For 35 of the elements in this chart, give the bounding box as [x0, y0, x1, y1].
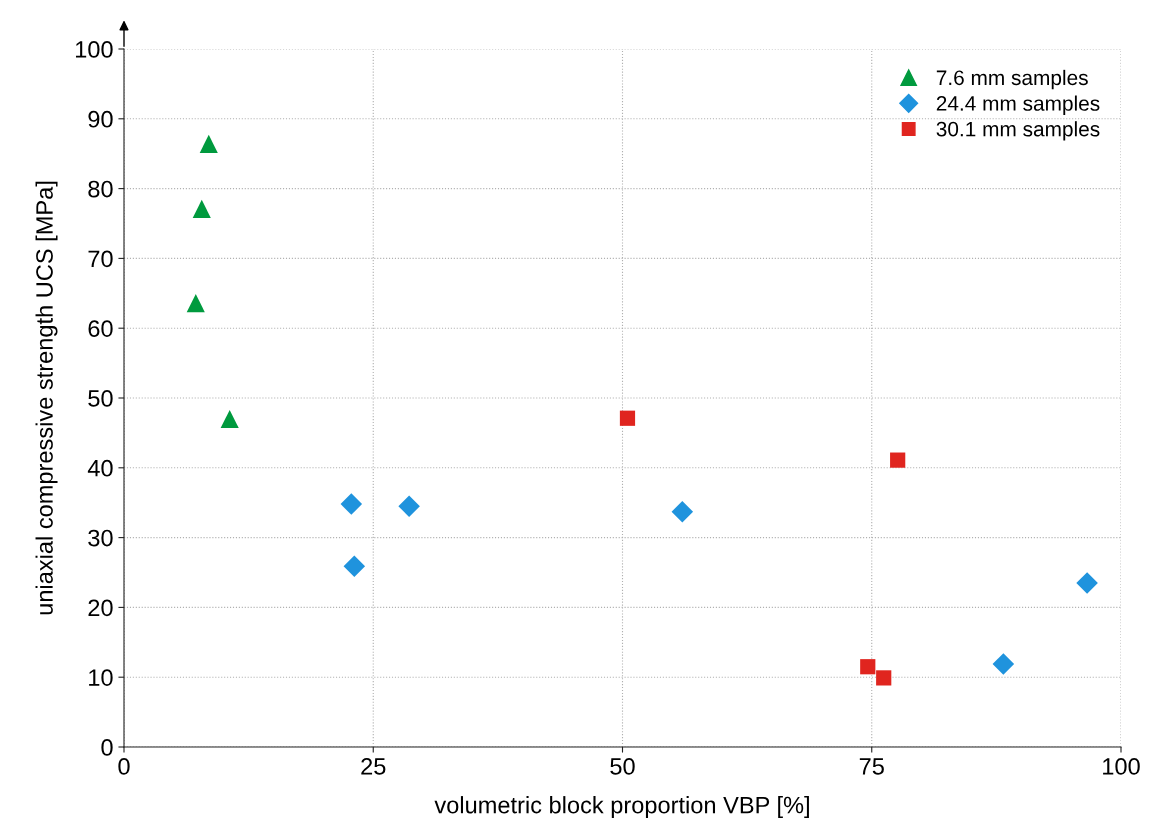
x-tick-label: 0	[118, 758, 130, 775]
point	[343, 555, 366, 577]
point	[192, 199, 211, 218]
point	[876, 670, 892, 686]
point	[992, 653, 1015, 675]
point	[220, 409, 239, 428]
point	[199, 134, 218, 153]
y-tick-label: 20	[88, 599, 113, 617]
x-tick-label: 100	[1103, 758, 1140, 775]
x-tick-label: 50	[610, 758, 635, 775]
y-tick-label: 0	[101, 739, 113, 756]
y-tick-label: 60	[88, 320, 113, 337]
y-tick-label: 40	[87, 459, 113, 477]
y-axis-title: uniaxial compressive strength UCS [MPa]	[35, 181, 58, 615]
y-tick-label: 80	[88, 180, 113, 198]
point	[398, 495, 420, 517]
legend-label: 24.4 mm samples	[936, 95, 1100, 115]
y-tick-label: 10	[89, 669, 113, 686]
point	[860, 659, 876, 675]
point	[1076, 572, 1098, 594]
legend-label: 30.1 mm samples	[936, 121, 1100, 141]
point	[186, 294, 205, 313]
x-tick-label: 75	[859, 758, 884, 775]
y-tick-label: 30	[88, 529, 113, 547]
y-tick-label: 50	[88, 390, 113, 407]
y-tick-label: 100	[75, 41, 113, 58]
point	[619, 410, 636, 426]
point	[340, 493, 363, 515]
point	[890, 452, 906, 468]
y-tick-label: 70	[88, 250, 113, 268]
x-tick-label: 25	[361, 758, 386, 775]
legend-label: 7.6 mm samples	[936, 69, 1088, 90]
point	[671, 501, 694, 523]
y-tick-label: 90	[88, 110, 113, 128]
x-axis-title: volumetric block proportion VBP [%]	[434, 796, 809, 819]
